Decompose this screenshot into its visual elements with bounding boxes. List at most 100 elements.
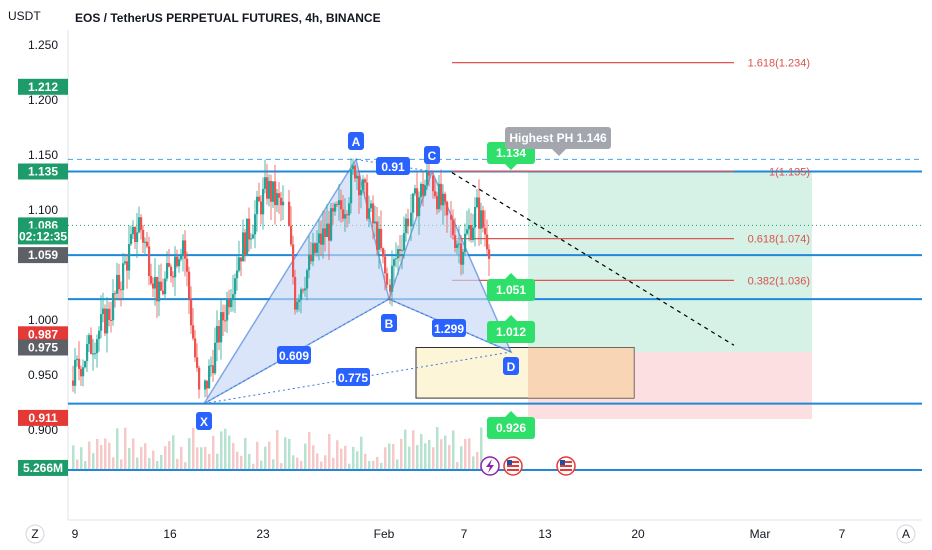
candle-body [176,256,179,267]
point-label-c: C [428,149,437,163]
candle-body [460,243,463,265]
volume-bar [212,435,215,470]
profit-zone [528,171,812,352]
candle-body [126,261,129,271]
candle-body [368,208,371,219]
point-label-x: X [200,415,208,429]
volume-bar [140,447,143,470]
candle-body [348,203,351,216]
highest-arrow [552,149,566,156]
price-tag: 02:12:35 [19,229,67,243]
candle-body [262,188,265,215]
candle-body [238,257,241,271]
candle-body [364,179,367,183]
candle-body [484,227,487,235]
candle-body [378,228,381,250]
volume-bar [408,446,411,470]
candle-body [399,249,402,251]
candle-body [366,182,369,219]
candle-body [416,188,419,217]
candle-body [468,225,471,230]
candle-body [98,330,101,340]
candle-body [476,197,479,208]
volume-bar [124,427,127,470]
candle-body [196,357,199,368]
candle-body [160,281,163,291]
flag-stripe [507,461,519,463]
candle-body [442,193,445,206]
candle-body [318,233,321,244]
fib-label: 0.618(1.074) [748,234,810,246]
volume-bar [120,459,123,470]
candle-body [310,254,313,262]
candle-body [236,270,239,279]
candle-body [334,204,337,212]
x-tick-label: 9 [72,527,79,541]
candle-body [328,223,331,241]
candle-body [120,289,123,291]
candle-body [350,169,353,204]
candle-body [436,196,439,210]
candles [72,158,491,399]
volume-bar [460,446,463,470]
volume-bar [444,435,447,470]
candle-body [274,181,277,206]
candle-body [438,183,441,210]
candle-body [320,233,323,245]
price-tag-bg [18,459,68,476]
candle-body [452,219,455,236]
entry-overlap [528,347,634,399]
candle-body [128,244,131,271]
volume-bar [356,451,359,470]
candle-body [232,294,235,300]
point-badge [424,146,440,164]
volume-bar [232,442,235,470]
volume-bar [380,462,383,470]
candle-body [194,338,197,358]
volume-bar [112,457,115,470]
volume-bar [372,460,375,470]
candle-body [252,234,255,239]
volume-bar [480,427,483,470]
candle-body [456,244,459,248]
auto-scale-button[interactable] [896,524,916,544]
candle-body [130,234,133,245]
candle-body [188,271,191,299]
candle-body [164,278,167,295]
candle-body [312,243,315,262]
trendline-dashed[interactable] [451,172,735,346]
badge-arrow [505,273,517,279]
volume-bar [328,433,331,470]
candle-body [190,298,193,326]
candle-body [242,232,245,262]
candle-body [282,201,285,206]
volume-bar [316,453,319,470]
volume-bar [240,455,243,470]
candle-body [178,259,181,267]
candle-body [422,183,425,196]
volume-bar [472,456,475,470]
candle-body [300,289,303,300]
zoom-button[interactable] [25,524,45,544]
volume-bar [108,442,111,470]
candle-body [186,258,189,272]
volume-bar [192,427,195,470]
price-tag: 5.266M [23,461,63,475]
candle-body [395,258,398,260]
volume-bar [188,438,191,470]
fib-label: 1.618(1.234) [748,58,810,70]
candle-body [370,203,373,209]
volume-bar [196,447,199,470]
candle-body [352,165,355,170]
candle-body [298,299,301,302]
y-tick-label: 1.100 [28,203,58,217]
candle-body [418,197,421,217]
candle-body [278,193,281,198]
candle-body [228,298,231,308]
candle-body [306,270,309,289]
volume-bar [168,441,171,470]
candle-body [464,233,467,252]
volume-bar [72,445,75,470]
candle-body [389,284,392,292]
